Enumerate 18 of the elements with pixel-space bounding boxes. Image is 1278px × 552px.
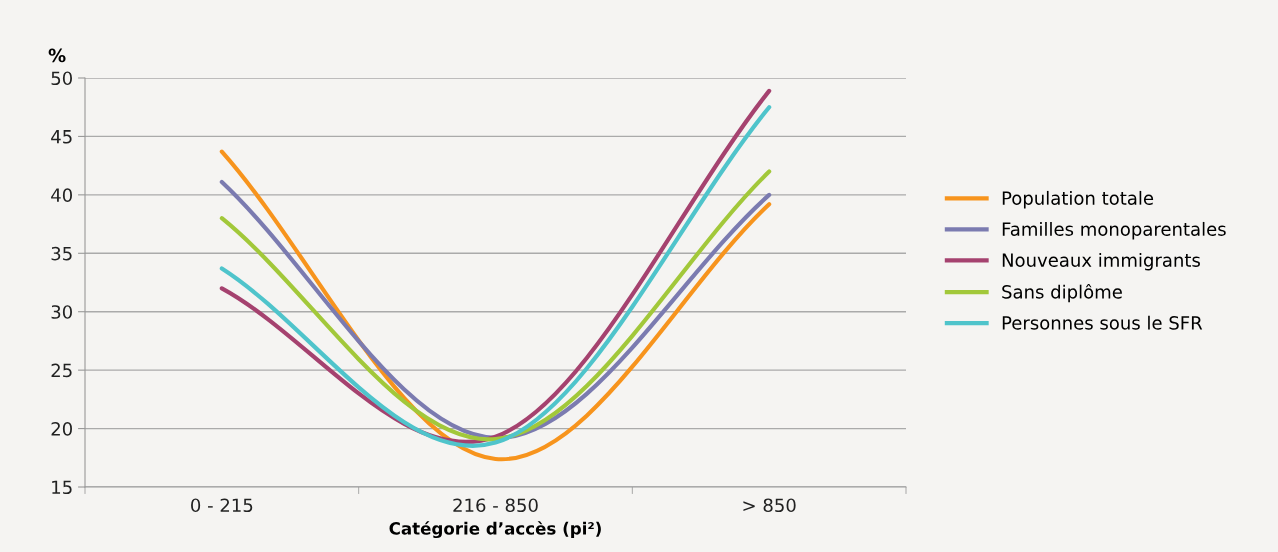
y-tick-label: 40 bbox=[51, 188, 72, 202]
x-tick-label: 0 - 215 bbox=[191, 498, 253, 513]
y-tick-label: 20 bbox=[51, 422, 72, 436]
legend-label: Population totale bbox=[1002, 190, 1154, 209]
y-tick-label: 30 bbox=[51, 305, 72, 319]
y-tick-label: 15 bbox=[52, 480, 72, 495]
legend-label: Nouveaux immigrants bbox=[1002, 252, 1200, 271]
y-tick-label: 35 bbox=[51, 246, 72, 261]
y-tick-label: 45 bbox=[51, 130, 72, 144]
x-tick-label: > 850 bbox=[743, 498, 796, 513]
legend-label: Sans diplôme bbox=[1002, 283, 1122, 303]
y-tick-label: 25 bbox=[51, 363, 72, 378]
legend-label: Familles monoparentales bbox=[1002, 221, 1226, 240]
legend-label: Personnes sous le SFR bbox=[1002, 315, 1203, 330]
x-tick-label: 216 - 850 bbox=[453, 498, 538, 513]
x-axis-title: Catégorie d’accès (pi²) bbox=[389, 521, 601, 539]
y-axis-title: % bbox=[48, 48, 66, 63]
y-tick-label: 50 bbox=[51, 71, 72, 86]
